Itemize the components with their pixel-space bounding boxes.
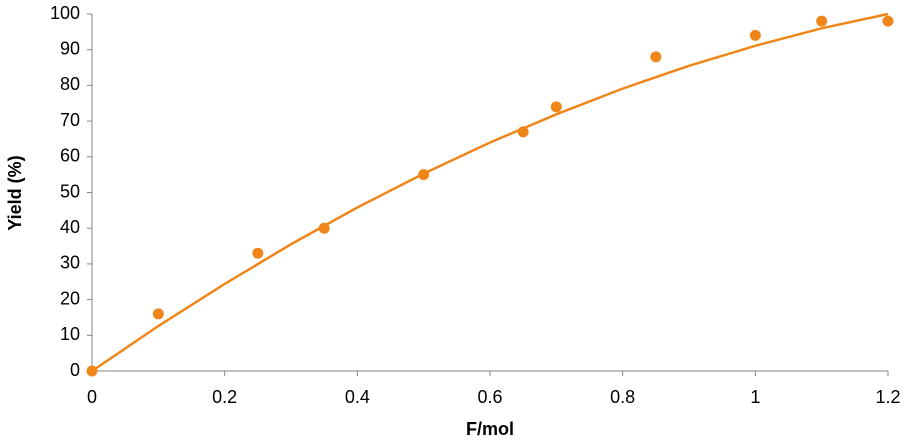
fit-line: [91, 12, 889, 373]
x-axis-title: F/mol: [466, 419, 514, 439]
x-tick-label: 1.2: [875, 387, 900, 407]
data-point: [318, 222, 330, 234]
x-tick-label: 0.6: [477, 387, 502, 407]
data-point: [749, 29, 761, 41]
y-axis-title: Yield (%): [5, 155, 25, 230]
x-tick-label: 0.4: [345, 387, 370, 407]
data-point: [86, 365, 98, 377]
y-tick-label: 0: [70, 360, 80, 380]
data-point: [517, 126, 529, 138]
data-point: [252, 247, 264, 259]
y-tick-label: 90: [60, 38, 80, 58]
x-tick-label: 1: [750, 387, 760, 407]
y-tick-label: 60: [60, 146, 80, 166]
y-tick-label: 70: [60, 110, 80, 130]
y-tick-label: 80: [60, 74, 80, 94]
y-tick-label: 100: [50, 3, 80, 23]
data-point: [550, 101, 562, 113]
data-point: [418, 169, 430, 181]
x-tick-label: 0: [87, 387, 97, 407]
y-tick-label: 40: [60, 217, 80, 237]
y-tick-label: 10: [60, 324, 80, 344]
data-point: [816, 15, 828, 27]
data-point: [650, 51, 662, 63]
y-tick-label: 30: [60, 253, 80, 273]
y-tick-label: 50: [60, 181, 80, 201]
x-tick-label: 0.2: [212, 387, 237, 407]
data-point: [882, 15, 894, 27]
x-tick-label: 0.8: [610, 387, 635, 407]
data-point: [152, 308, 164, 320]
y-tick-label: 20: [60, 288, 80, 308]
